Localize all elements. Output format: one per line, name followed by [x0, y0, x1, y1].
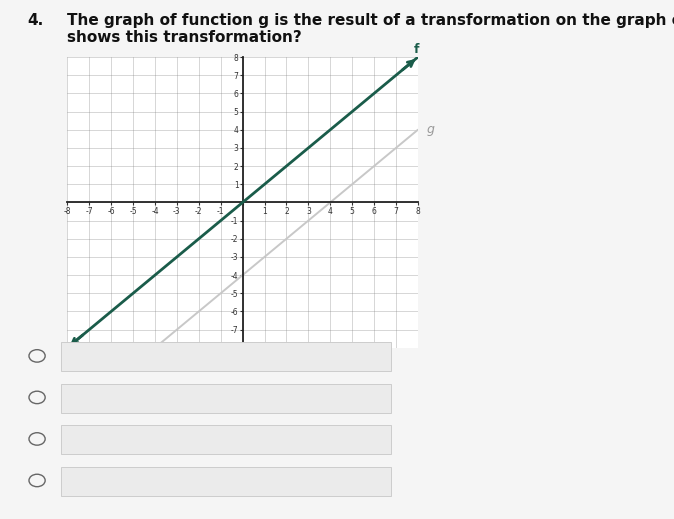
Text: g(x) = f(x) + 4: g(x) = f(x) + 4: [78, 349, 169, 362]
Text: g(x)= 4f(x): g(x)= 4f(x): [78, 432, 147, 445]
Text: g: g: [427, 124, 435, 136]
Text: g(x)= -4f(x): g(x)= -4f(x): [78, 391, 151, 404]
Text: 4.: 4.: [27, 13, 43, 28]
Text: g(x)= f(x) - 4: g(x)= f(x) - 4: [78, 474, 159, 487]
Text: f: f: [414, 44, 419, 57]
Text: The graph of function g is the result of a transformation on the graph of f. Whi: The graph of function g is the result of…: [67, 13, 674, 45]
